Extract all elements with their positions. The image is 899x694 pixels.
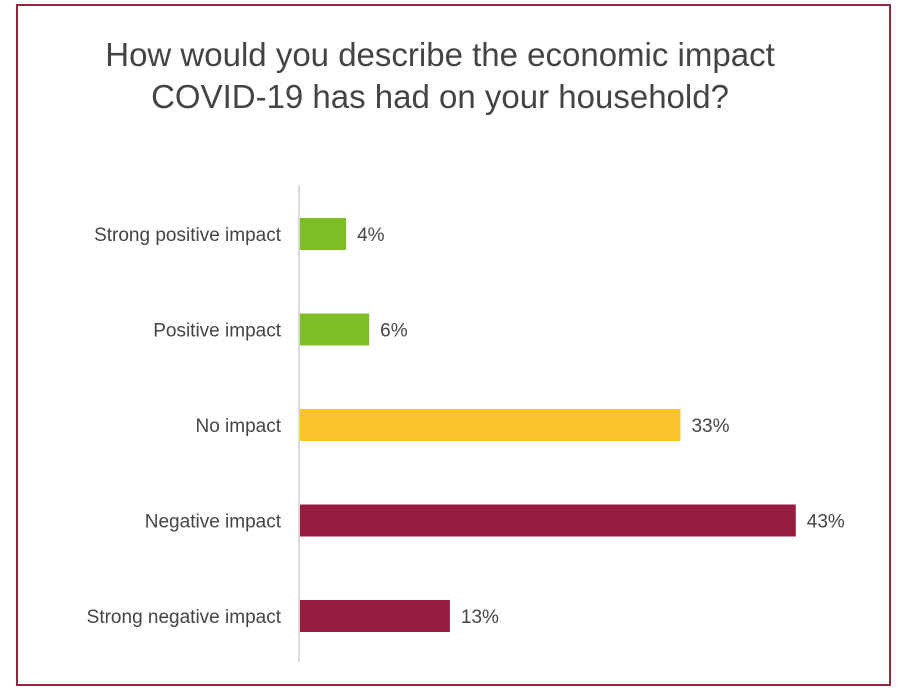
data-label-0: 4% [357,225,385,246]
category-label-1: Positive impact [153,321,281,342]
data-label-4: 13% [461,607,499,628]
bar-0 [300,218,347,250]
bar-2 [300,409,681,441]
bar-4 [300,600,450,632]
data-label-2: 33% [691,416,729,437]
category-label-0: Strong positive impact [94,225,282,246]
bars-group: Strong positive impact 4% Positive impact 6… [87,218,845,632]
category-label-2: No impact [195,416,281,437]
category-label-3: Negative impact [145,512,282,533]
bar-1 [300,313,370,346]
data-label-3: 43% [807,512,845,533]
chart-title: How would you describe the economic impa… [105,36,775,115]
chart-frame [16,4,891,686]
bar-3 [300,504,796,537]
data-label-1: 6% [380,321,408,342]
category-label-4: Strong negative impact [87,607,282,628]
